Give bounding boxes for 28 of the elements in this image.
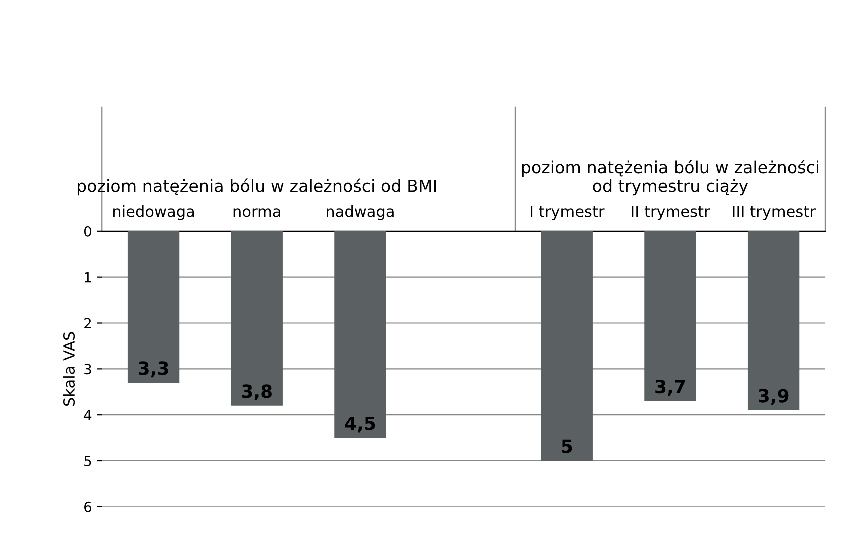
y-axis-title: Skala VAS — [63, 332, 76, 406]
bar — [748, 231, 800, 410]
data-label: 5 — [562, 440, 572, 454]
x-tick-label: III trymestr — [733, 206, 816, 220]
bar — [541, 231, 593, 462]
bar — [334, 231, 386, 438]
x-tick-label: niedowaga — [114, 206, 194, 220]
y-tick-label: 3 — [84, 364, 92, 375]
bar — [128, 231, 180, 383]
bar — [231, 231, 283, 406]
bar — [644, 231, 696, 402]
y-tick-label: 2 — [84, 318, 92, 329]
y-tick-label: 6 — [84, 502, 92, 512]
x-tick-label: norma — [234, 208, 280, 218]
x-tick-label: I trymestr — [531, 206, 605, 220]
text: poziom natężenia bólu w zależności od BMI — [78, 178, 436, 196]
data-label: 3,9 — [759, 389, 789, 406]
x-tick-label: II trymestr — [632, 206, 710, 220]
x-tick-label: nadwaga — [327, 206, 394, 220]
data-label: 3,3 — [139, 362, 168, 378]
y-tick-label: 5 — [84, 456, 92, 466]
y-tick-label: 1 — [85, 272, 92, 283]
y-tick-label: 4 — [84, 410, 92, 420]
y-tick-label: 0 — [84, 226, 92, 237]
data-label: 4,5 — [345, 416, 376, 433]
data-label: 3,7 — [656, 380, 686, 396]
data-label: 3,8 — [242, 384, 272, 401]
text: poziom natężenia bólu w zależności od trymestru ciąży — [522, 160, 818, 196]
